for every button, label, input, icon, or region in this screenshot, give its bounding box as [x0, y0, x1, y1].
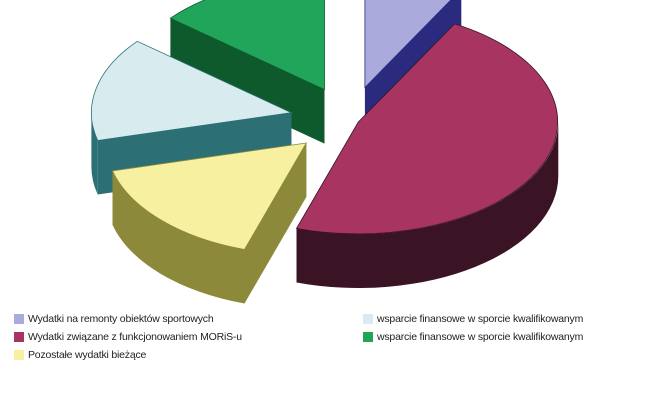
- legend-label: wsparcie finansowe w sporcie kwalifikowa…: [377, 331, 584, 343]
- legend-item: wsparcie finansowe w sporcie kwalifikowa…: [363, 331, 583, 343]
- legend-label: wsparcie finansowe w sporcie kwalifikowa…: [377, 313, 584, 325]
- pie-slice-wall: [91, 112, 98, 195]
- pie-slice: [364, 0, 452, 89]
- pie-chart: [91, 0, 559, 304]
- legend-swatch: [363, 314, 373, 324]
- pie-slice: [169, 0, 325, 91]
- legend-item: wsparcie finansowe w sporcie kwalifikowa…: [363, 313, 583, 325]
- legend-swatch: [14, 350, 24, 360]
- pie-slice: [91, 40, 293, 141]
- legend-label: Pozostałe wydatki bieżące: [28, 349, 147, 361]
- pie-slice: [111, 142, 308, 250]
- pie-slice-wall: [112, 170, 245, 304]
- legend-label: Wydatki związane z funkcjonowaniem MORiS…: [28, 331, 242, 343]
- legend-item: Pozostałe wydatki bieżące: [14, 349, 146, 361]
- pie-slice-wall: [296, 122, 559, 288]
- legend-item: Wydatki związane z funkcjonowaniem MORiS…: [14, 331, 242, 343]
- legend-swatch: [14, 314, 24, 324]
- legend-label: Wydatki na remonty obiektów sportowych: [28, 313, 214, 325]
- legend-item: Wydatki na remonty obiektów sportowych: [14, 313, 214, 325]
- legend-swatch: [14, 332, 24, 342]
- legend: Wydatki na remonty obiektów sportowych W…: [0, 311, 658, 391]
- legend-swatch: [363, 332, 373, 342]
- pie-slice: [295, 23, 559, 235]
